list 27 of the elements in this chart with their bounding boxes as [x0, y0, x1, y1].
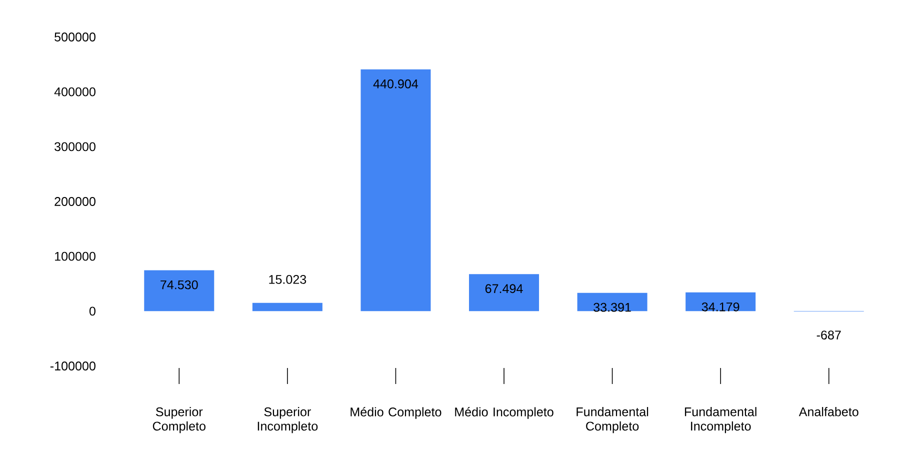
y-tick-label: -100000 [50, 362, 96, 370]
data-label: 74.530 [160, 280, 198, 290]
y-tick-label: 100000 [55, 252, 96, 261]
x-tick-label: Médio Incompleto [455, 407, 554, 419]
bar [686, 292, 756, 312]
data-label: 15.023 [269, 274, 306, 284]
x-tick-label: Superior Incompleto [258, 407, 318, 434]
bar [144, 270, 214, 312]
y-tick-label: 400000 [54, 87, 96, 96]
y-tick-label: 300000 [54, 142, 96, 152]
x-tick-label: Fundamental Incompleto [684, 407, 756, 434]
data-label: 440.904 [373, 79, 418, 88]
y-tick-label: 200000 [54, 197, 96, 206]
data-label: 67.494 [485, 284, 523, 294]
data-label: 34.179 [702, 302, 740, 312]
x-tick-label: Analfabeto [798, 407, 858, 416]
bar [252, 302, 322, 312]
bar [577, 292, 648, 312]
x-tick-label: Fundamental Completo [576, 407, 648, 434]
data-label: -687 [816, 330, 841, 340]
x-tick-label: Médio Completo [350, 407, 442, 419]
y-tick-label: 500000 [54, 32, 96, 42]
data-label: 33.391 [594, 302, 631, 312]
y-tick-label: 0 [89, 306, 96, 316]
x-tick-label: Superior Completo [152, 407, 206, 434]
bar [360, 69, 431, 312]
bar [469, 274, 540, 312]
